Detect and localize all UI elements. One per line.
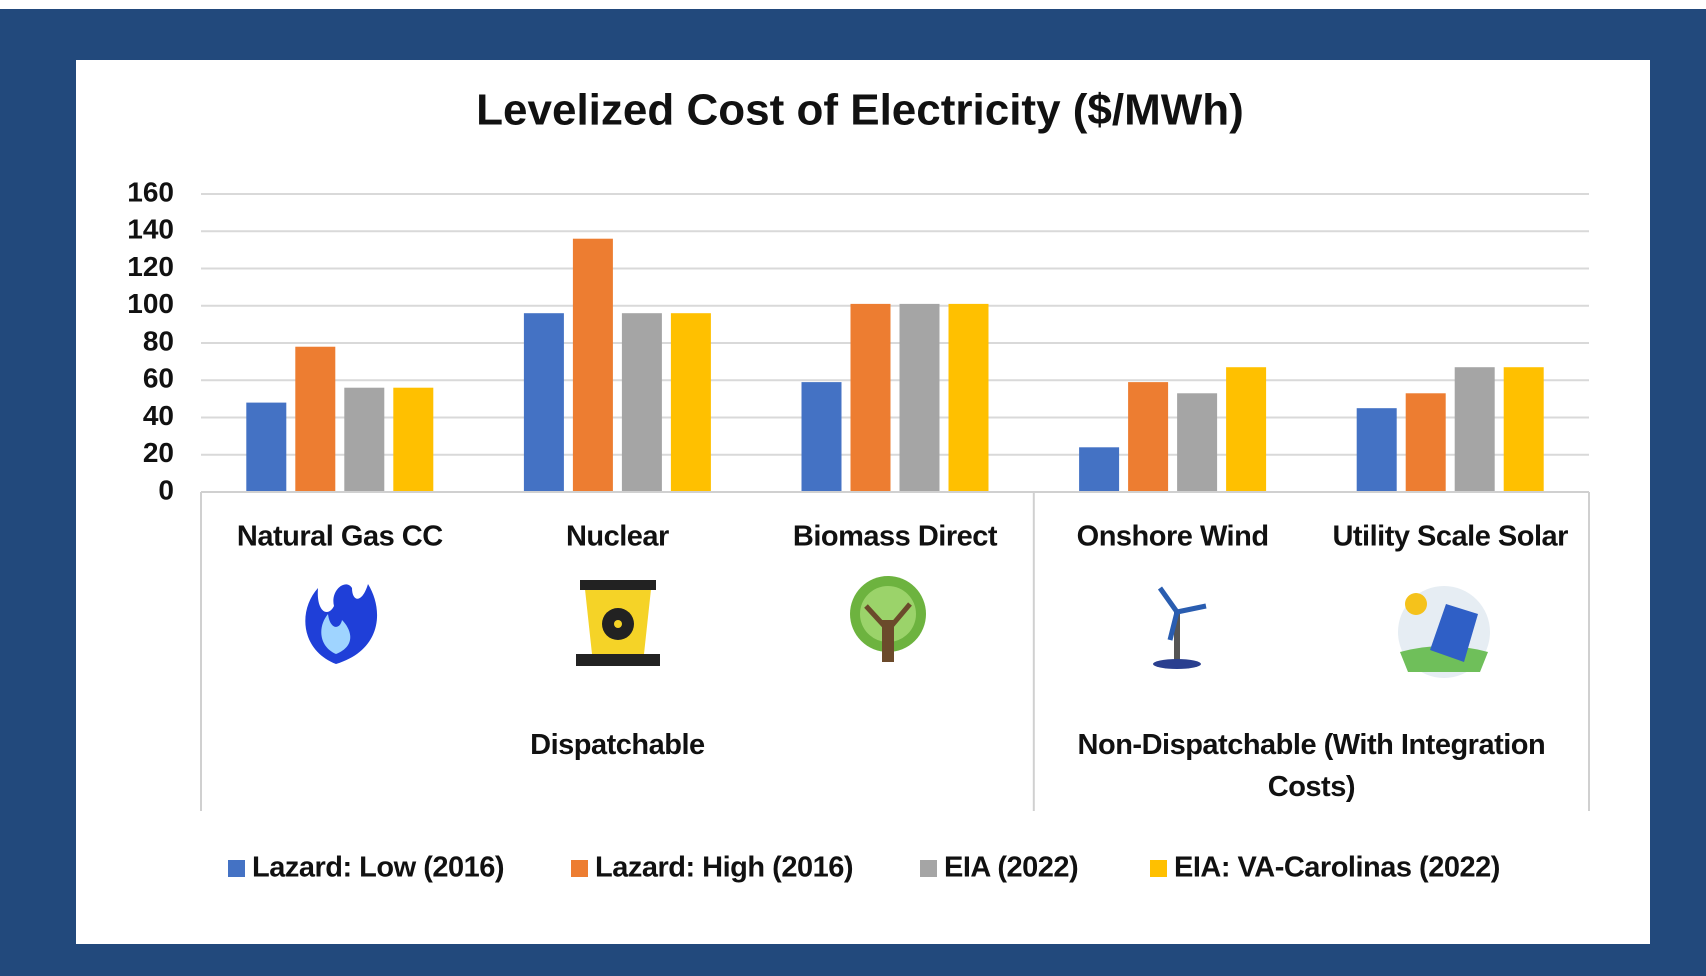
bar (572, 238, 613, 492)
group-label-box: Dispatchable (530, 729, 705, 761)
legend-label: Lazard: High (2016) (595, 852, 853, 884)
x-tick-label: Biomass Direct (793, 521, 998, 553)
x-tick-label: Utility Scale Solar (1332, 521, 1568, 553)
group-label: Dispatchable (530, 729, 705, 761)
bar (1356, 408, 1397, 492)
x-tick-label: Nuclear (566, 521, 669, 553)
legend-swatch (228, 860, 245, 877)
bar (1405, 393, 1446, 492)
y-tick-label: 60 (143, 363, 174, 394)
solar-icon (1398, 586, 1490, 678)
bar (393, 387, 434, 492)
y-tick-label: 140 (127, 214, 174, 245)
legend-swatch (571, 860, 588, 877)
group-label-box: Non-Dispatchable (With Integration Costs… (1077, 729, 1546, 803)
y-tick-label: 20 (143, 437, 174, 468)
flame-icon (305, 584, 378, 664)
legend-swatch (1150, 860, 1167, 877)
bar (523, 313, 564, 492)
bar (1503, 367, 1544, 492)
bar (1177, 393, 1218, 492)
bar (850, 303, 891, 492)
legend-label: EIA: VA-Carolinas (2022) (1174, 852, 1500, 884)
legend-swatch (920, 860, 937, 877)
y-tick-label: 120 (127, 251, 174, 282)
nuclear-icon (576, 580, 660, 666)
legend-label: Lazard: Low (2016) (252, 852, 504, 884)
bar (1226, 367, 1267, 492)
legend-label: EIA (2022) (944, 852, 1078, 884)
bar (246, 402, 287, 492)
bar (344, 387, 385, 492)
bar (1454, 367, 1495, 492)
wind-icon (1153, 586, 1207, 669)
x-tick-label: Onshore Wind (1077, 521, 1269, 553)
bar (899, 303, 940, 492)
y-tick-label: 80 (143, 325, 174, 356)
bar (801, 382, 842, 492)
y-tick-label: 100 (127, 288, 174, 319)
bar (1128, 382, 1169, 492)
y-tick-label: 160 (127, 176, 174, 207)
top-strip (0, 0, 1706, 9)
bar (670, 313, 711, 492)
tree-icon (850, 576, 926, 662)
group-label: Non-Dispatchable (With Integration Costs… (1077, 729, 1546, 803)
chart-title: Levelized Cost of Electricity ($/MWh) (476, 86, 1244, 135)
x-tick-label: Natural Gas CC (237, 521, 443, 553)
bar (621, 313, 662, 492)
bar (948, 303, 989, 492)
panel (76, 60, 1650, 944)
bar (1079, 447, 1120, 492)
y-tick-label: 40 (143, 400, 174, 431)
y-tick-label: 0 (158, 474, 174, 505)
bar (295, 346, 336, 492)
